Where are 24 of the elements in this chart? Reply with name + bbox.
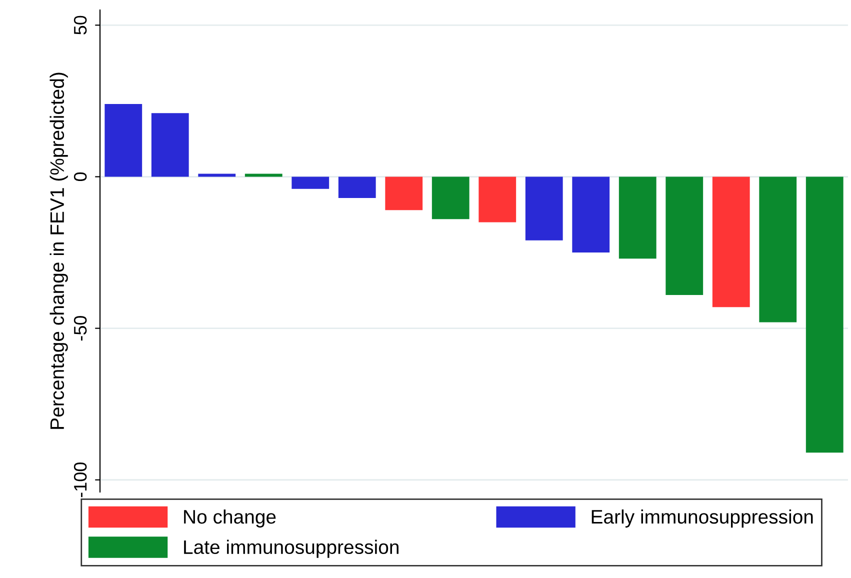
legend-label: Early immunosuppression (592, 509, 813, 528)
y-tick-label: -50 (74, 316, 87, 341)
bar (525, 176, 563, 240)
y-tick-label: 0 (74, 172, 87, 182)
bar (618, 176, 656, 259)
bar (666, 176, 704, 295)
bar (712, 176, 750, 308)
bar (385, 176, 423, 210)
bar (198, 174, 236, 177)
bar (432, 176, 470, 220)
legend-label: Late immunosuppression (184, 540, 398, 558)
bar (244, 174, 282, 177)
bar (151, 113, 189, 177)
legend-label: No change (184, 509, 276, 528)
y-tick-label: -100 (74, 462, 87, 498)
bar (104, 104, 142, 177)
y-tick-label: 50 (74, 16, 87, 34)
bar (572, 176, 610, 253)
bar (478, 176, 516, 222)
y-axis-title: Percentage change in FEV1 (%predicted) (50, 72, 68, 429)
bar (292, 176, 330, 189)
bar (806, 176, 844, 453)
bar (338, 176, 376, 198)
bar (759, 176, 797, 322)
